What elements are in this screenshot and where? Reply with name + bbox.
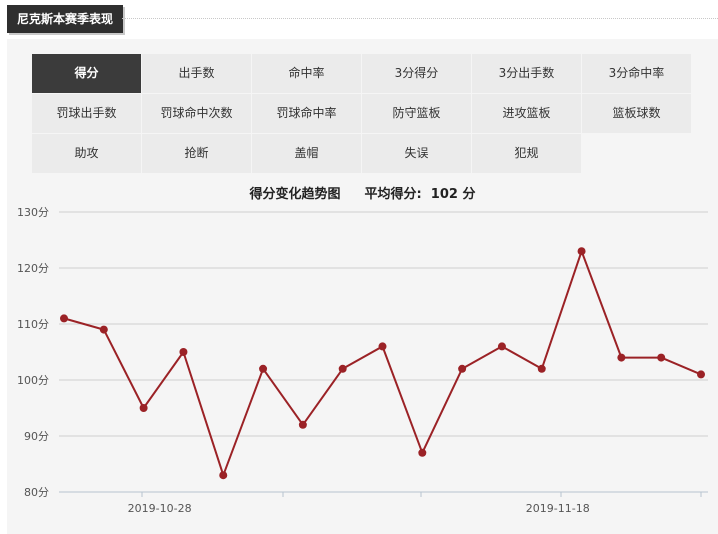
series-line <box>63 250 702 477</box>
data-point <box>418 448 427 457</box>
tab-blocks[interactable]: 盖帽 <box>252 134 361 173</box>
y-tick-label: 110分 <box>17 318 49 331</box>
data-point <box>298 420 307 429</box>
data-point <box>99 325 108 334</box>
y-tick-label: 90分 <box>24 430 49 443</box>
points-line-chart: 80分 90分 100分 110分 120分 130分 2019-10-28 2019-11-… <box>17 206 708 515</box>
data-point <box>60 314 68 323</box>
x-tick-label: 2019-11-18 <box>526 502 590 515</box>
tab-defensive-rebounds[interactable]: 防守篮板 <box>362 94 471 133</box>
y-tick-label: 80分 <box>24 486 49 499</box>
tab-three-point-attempts[interactable]: 3分出手数 <box>472 54 581 93</box>
data-point <box>577 247 586 256</box>
tab-total-rebounds[interactable]: 篮板球数 <box>582 94 691 133</box>
tab-free-throw-attempts[interactable]: 罚球出手数 <box>32 94 141 133</box>
average-value: 102 分 <box>430 187 476 202</box>
title-divider <box>122 18 718 19</box>
data-point <box>219 471 228 480</box>
data-point <box>338 364 347 373</box>
data-point <box>458 364 467 373</box>
y-tick-label: 120分 <box>17 262 49 275</box>
y-tick-label: 130分 <box>17 206 49 219</box>
tab-steals[interactable]: 抢断 <box>142 134 251 173</box>
tab-offensive-rebounds[interactable]: 进攻篮板 <box>472 94 581 133</box>
average-label: 平均得分: <box>364 187 422 202</box>
tab-free-throws-made[interactable]: 罚球命中次数 <box>142 94 251 133</box>
data-point <box>179 348 188 356</box>
tab-free-throw-percentage[interactable]: 罚球命中率 <box>252 94 361 133</box>
data-point <box>139 404 148 412</box>
tab-field-goal-percentage[interactable]: 命中率 <box>252 54 361 93</box>
chart-title-row: 得分变化趋势图 平均得分: 102 分 <box>7 183 718 202</box>
tab-fouls[interactable]: 犯规 <box>472 134 581 173</box>
data-point <box>378 342 387 351</box>
data-point <box>617 353 626 362</box>
page-title: 尼克斯本赛季表现 <box>7 5 124 33</box>
stats-panel: 得分 出手数 命中率 3分得分 3分出手数 3分命中率 罚球出手数 罚球命中次数… <box>7 39 718 534</box>
data-point <box>697 370 705 379</box>
data-point <box>497 342 506 351</box>
tab-three-point-points[interactable]: 3分得分 <box>362 54 471 93</box>
tab-points[interactable]: 得分 <box>32 54 141 93</box>
data-point <box>657 353 666 362</box>
data-point <box>537 364 546 373</box>
tab-assists[interactable]: 助攻 <box>32 134 141 173</box>
chart-title: 得分变化趋势图 <box>249 187 341 202</box>
x-tick-label: 2019-10-28 <box>128 502 192 515</box>
data-point <box>259 364 268 373</box>
tab-turnovers[interactable]: 失误 <box>362 134 471 173</box>
tab-three-point-percentage[interactable]: 3分命中率 <box>582 54 691 93</box>
tab-field-goal-attempts[interactable]: 出手数 <box>142 54 251 93</box>
y-tick-label: 100分 <box>17 374 49 387</box>
